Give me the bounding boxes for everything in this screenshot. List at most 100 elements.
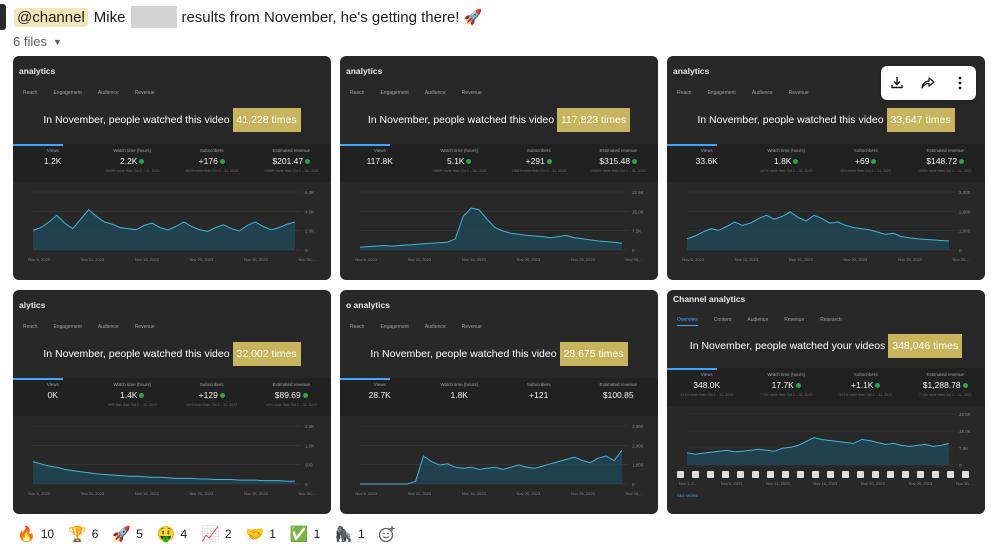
trend-up-icon	[632, 159, 638, 165]
reaction-pill[interactable]: 🤝 1	[243, 523, 279, 545]
x-tick-label: Nov 20, 2023	[189, 257, 214, 262]
metric-card[interactable]: Subscribers +69 62% more than Oct 2 – 31, …	[831, 148, 901, 173]
reaction-pill[interactable]: 🔥 10	[14, 523, 57, 545]
reaction-count: 1	[357, 527, 365, 541]
y-tick-label: 0	[959, 248, 962, 253]
metric-card[interactable]: Watch time (hours) 5.1K 1969% more than Oc…	[424, 148, 494, 173]
channel-mention[interactable]: @channel	[14, 7, 88, 27]
metric-label: Estimated revenue	[926, 148, 964, 153]
reaction-pill[interactable]: 🚀 5	[109, 523, 145, 545]
x-tick-label: Nov 11, 2023	[80, 491, 105, 496]
metric-card[interactable]: Watch time (hours) 1.4K 98% less than Oct …	[97, 382, 167, 407]
chart-area	[360, 450, 622, 484]
metric-card[interactable]: Estimated revenue $315.48 4966% more than …	[583, 148, 653, 173]
message-line: @channel Mike results from November, he'…	[0, 4, 482, 30]
y-tick-label: 4.0K	[305, 209, 314, 214]
metric-card[interactable]: Watch time (hours) 1.8K 497% more than Oct…	[751, 148, 821, 173]
download-icon[interactable]	[886, 72, 908, 94]
redacted-name	[131, 6, 178, 28]
more-vertical-icon[interactable]	[949, 72, 971, 94]
reaction-pill[interactable]: 🦍 1	[331, 523, 367, 545]
file-thumbnail[interactable]: analytics Reach Engagement Audience Revenue I…	[13, 56, 331, 280]
metric-card[interactable]: Subscribers +121	[504, 382, 574, 403]
headline-text: In November, people watched this video	[370, 348, 560, 360]
reaction-pill[interactable]: 🤑 4	[154, 523, 190, 545]
views-chart: 22.5K 15.0K 7.5K 0	[359, 190, 644, 253]
views-chart: 3,000 2,000 1,000 0	[360, 424, 644, 487]
metric-value: +69	[855, 156, 870, 166]
metric-card[interactable]: Views 117.8K	[345, 148, 415, 173]
thumbnail-tab: Reach	[350, 324, 365, 330]
metric-label: Watch time (hours)	[113, 382, 152, 387]
metric-value: $89.69	[274, 390, 301, 400]
metric-card[interactable]: Views 0K	[18, 382, 88, 407]
metric-card[interactable]: Views 1.2K	[18, 148, 88, 173]
x-axis-labels: Nov 6, 2023 Nov 11, 2023 Nov 16, 2023 Nov 2…	[667, 257, 985, 262]
views-chart: 2.5K 1.5K 500 0	[32, 424, 314, 487]
metric-card[interactable]: Estimated revenue $100.85	[583, 382, 653, 403]
metric-value: 5.1K	[446, 156, 465, 166]
metric-card[interactable]: Views 348.0K 573% more than Oct 2 – 31, 20…	[672, 372, 742, 397]
reaction-pill[interactable]: 📈 2	[198, 523, 234, 545]
reaction-count: 2	[224, 527, 232, 541]
file-thumbnail[interactable]: alytics Reach Engagement Audience Revenue In …	[13, 290, 331, 514]
thumbnail-tab: Audience	[97, 324, 119, 330]
x-tick-label: Nov 30,...	[298, 491, 316, 496]
x-tick-label: Nov 6, 2023	[355, 491, 377, 496]
file-thumbnail[interactable]: o analytics Reach Engagement Audience Revenu…	[340, 290, 658, 514]
video-marker-icon	[827, 471, 834, 478]
headline-text: In November, people watched this video	[367, 114, 557, 126]
thumbnail-tabs: Reach Engagement Audience Revenue	[350, 90, 482, 96]
metric-label: Subscribers	[199, 382, 224, 387]
add-reaction-icon[interactable]	[376, 523, 398, 545]
file-thumbnail[interactable]: analytics Reach Engagement Audience Revenue I…	[340, 56, 658, 280]
reaction-pill[interactable]: ✅ 1	[287, 523, 323, 545]
metric-label: Estimated revenue	[926, 372, 964, 377]
y-tick-label: 2,000	[959, 209, 971, 214]
trend-up-icon	[871, 159, 877, 165]
thumbnail-header: alytics	[19, 300, 46, 310]
y-tick-label: 0	[305, 482, 308, 487]
thumbnail-header: analytics	[673, 66, 710, 76]
see-more-link[interactable]: SEE MORE	[677, 493, 699, 498]
x-tick-label: Nov 30,...	[955, 481, 974, 486]
x-tick-label: Nov 20, 2023	[189, 491, 214, 496]
file-thumbnail[interactable]: Channel analytics Overview Content Audience…	[667, 290, 985, 514]
x-tick-label: Nov 30,...	[298, 257, 316, 262]
metric-card[interactable]: Views 33.6K	[672, 148, 742, 173]
video-marker-icon	[797, 471, 804, 478]
x-tick-label: Nov 30,...	[625, 257, 643, 262]
metric-card[interactable]: Estimated revenue $201.47 1995% more than …	[256, 148, 326, 173]
metric-card[interactable]: Watch time (hours) 17.7K 775% more than Oc…	[751, 372, 821, 397]
thumbnail-tab: Audience	[424, 324, 446, 330]
x-tick-label: Nov 6, 2023	[720, 481, 743, 486]
metric-card[interactable]: Estimated revenue $148.72 426% more than O…	[910, 148, 980, 173]
y-tick-label: 15.0K	[959, 429, 971, 434]
trend-up-icon	[793, 159, 799, 165]
metric-comparison: 64% more than Oct 2 – 31, 2023	[186, 403, 238, 407]
reaction-pill[interactable]: 🏆 6	[65, 523, 101, 545]
metric-card[interactable]: Watch time (hours) 1.8K	[424, 382, 494, 403]
metric-card[interactable]: Subscribers +1.1K 573% more than Oct 2 – 3…	[831, 372, 901, 397]
avatar[interactable]	[0, 4, 6, 30]
y-tick-label: 0	[632, 482, 635, 487]
y-tick-label: 2,000	[632, 443, 644, 448]
metric-card[interactable]: Watch time (hours) 2.2K 1945% more than Oc…	[97, 148, 167, 173]
metric-card[interactable]: Subscribers +129 64% more than Oct 2 – 31,…	[177, 382, 247, 407]
metric-label: Subscribers	[853, 148, 878, 153]
video-marker-icon	[962, 471, 969, 478]
headline-text: In November, people watched this video	[43, 348, 233, 360]
metric-card[interactable]: Subscribers +176 861% more than Oct 2 – 31…	[177, 148, 247, 173]
x-tick-label: Nov 6, 2023	[355, 257, 377, 262]
thumbnail-tab: Engagement	[53, 324, 82, 330]
thumbnail-tabs: Reach Engagement Audience Revenue	[350, 324, 482, 330]
metric-card[interactable]: Subscribers +291 1386% more than Oct 2 – 3…	[504, 148, 574, 173]
share-icon[interactable]	[917, 72, 939, 94]
thumbnail-tab: Revenue	[461, 324, 482, 330]
metric-card[interactable]: Estimated revenue $89.69 43% more than Oct…	[256, 382, 326, 407]
video-marker-icon	[677, 471, 684, 478]
files-toggle[interactable]: 6 files ▼	[13, 34, 62, 49]
metric-card[interactable]: Views 28.7K	[345, 382, 415, 403]
metric-value: 17.7K	[771, 380, 794, 390]
metric-card[interactable]: Estimated revenue $1,288.78 774% more than…	[910, 372, 980, 397]
